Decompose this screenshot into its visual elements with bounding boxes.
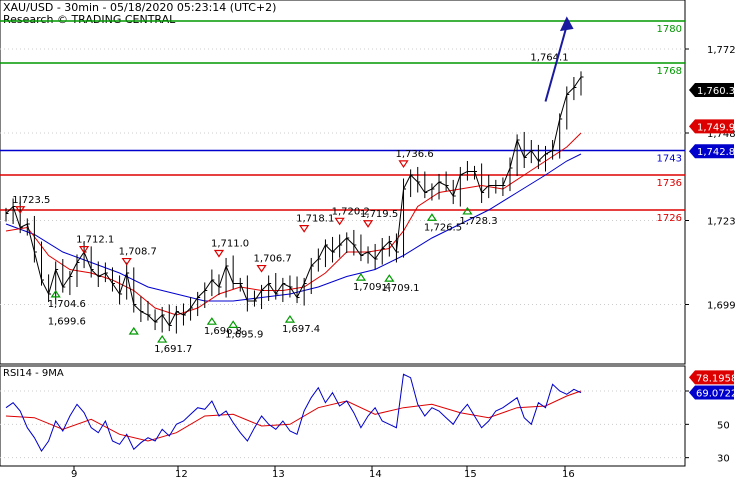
rsi-value-tag	[689, 385, 734, 400]
last-value-tag-label: 1,749.9	[697, 122, 735, 133]
support-marker	[206, 317, 217, 325]
last-value-tag-label: 1,760.3	[697, 86, 735, 97]
rsi-panel-border	[0, 365, 686, 467]
price-annotation-label: 1,704.6	[48, 299, 86, 310]
forecast-arrow-group	[544, 16, 574, 102]
price-annotation-label: 1,709.1	[381, 283, 419, 294]
rsi-tick-label: 50	[717, 420, 730, 431]
price-annotation-label: 1,696.8	[204, 326, 242, 337]
time-tick-label: 9	[71, 469, 77, 480]
rsi-value-tag-label: 69.0722	[696, 389, 735, 400]
resistance-marker	[398, 160, 409, 168]
price-annotation-label: 1,711.0	[211, 239, 249, 250]
support-marker	[384, 274, 395, 282]
price-annotation-label: 1,712.1	[76, 235, 114, 246]
rsi-panel-label: RSI14 - 9MA	[3, 368, 64, 379]
price-annotation-label: 1,691.7	[154, 344, 192, 355]
support-marker	[50, 289, 61, 298]
resistance-marker	[299, 225, 310, 233]
key-levels: 1780 1768 1743 1736 1726	[0, 20, 685, 224]
level-label-support: 1736	[657, 178, 682, 189]
time-tick-label: 16	[562, 469, 575, 480]
price-annotation-label: 1,718.1	[296, 214, 334, 225]
slow-moving-average	[5, 153, 582, 302]
forecast-arrow-head	[559, 16, 574, 32]
chart-source: Research © TRADING CENTRAL	[3, 13, 176, 26]
resistance-marker	[334, 217, 345, 226]
price-tick-label: 1,772	[707, 45, 735, 56]
price-annotation-label: 1,728.3	[459, 216, 497, 227]
price-tick-label: 1,723	[707, 217, 735, 228]
price-annotation-label: 1,764.1	[530, 53, 568, 64]
last-value-tag	[689, 119, 734, 134]
price-axis: 1,699 1,723 1,748 1,772 1,760.3 1,749.9 1,742.…	[685, 45, 735, 312]
rsi-line	[5, 373, 582, 452]
support-marker	[462, 206, 473, 215]
price-annotation-label: 1,723.5	[12, 195, 50, 206]
price-annotation-label: 1,695.9	[225, 329, 263, 340]
gridlines	[0, 48, 685, 305]
price-annotation-label: 1,699.6	[48, 316, 86, 327]
resistance-marker	[362, 220, 374, 228]
resistance-marker	[15, 206, 26, 214]
support-marker	[284, 315, 296, 323]
forecast-arrow-shaft	[544, 25, 568, 102]
level-label-resistance: 1780	[657, 24, 682, 35]
chart-title: XAU/USD - 30min - 05/18/2020 05:23:14 (U…	[3, 1, 277, 14]
resistance-marker	[213, 249, 225, 258]
price-annotation-label: 1,697.4	[282, 324, 320, 335]
time-axis: 9 12 13 14 15 16	[71, 466, 575, 480]
support-marker	[355, 273, 367, 281]
level-label-pivot: 1743	[657, 154, 682, 165]
last-value-tag-label: 1,742.8	[697, 147, 735, 158]
time-tick-label: 14	[369, 469, 382, 480]
rsi-ma-line	[5, 390, 582, 442]
price-tick-label: 1,748	[707, 129, 735, 140]
last-value-tag	[689, 144, 734, 159]
price-annotation-label: 1,709.4	[353, 282, 391, 293]
price-annotation-label: 1,708.7	[119, 247, 157, 258]
rsi-value-tag	[689, 370, 734, 385]
rsi-value-tag-label: 78.1958	[696, 373, 735, 384]
price-annotation-label: 1,706.7	[254, 254, 292, 265]
support-marker	[128, 326, 139, 335]
support-marker	[157, 334, 168, 343]
price-line	[5, 76, 582, 327]
price-series	[5, 71, 584, 334]
price-panel-border	[0, 0, 686, 365]
chart-frame	[0, 0, 686, 467]
last-value-tag	[689, 82, 734, 97]
time-tick-label: 15	[464, 469, 477, 480]
rsi-tick-label: 30	[717, 454, 730, 465]
support-marker	[426, 213, 438, 221]
support-marker	[228, 320, 239, 328]
time-tick-label: 13	[272, 469, 285, 480]
price-tick-label: 1,699	[707, 301, 735, 312]
price-annotation-label: 1,719.5	[360, 209, 398, 220]
level-label-support: 1726	[657, 213, 682, 224]
time-tick-label: 12	[175, 469, 188, 480]
resistance-marker	[121, 257, 132, 266]
resistance-marker	[256, 264, 267, 273]
price-annotation-label: 1,720.2	[332, 206, 370, 217]
price-annotation-label: 1,736.6	[396, 149, 434, 160]
price-annotations: 1,723.5 1,704.6 1,699.6 1,712.1 1,708.7 1,691…	[12, 53, 568, 355]
resistance-marker	[78, 246, 90, 254]
level-label-resistance: 1768	[657, 66, 682, 77]
price-annotation-label: 1,726.5	[424, 222, 462, 233]
